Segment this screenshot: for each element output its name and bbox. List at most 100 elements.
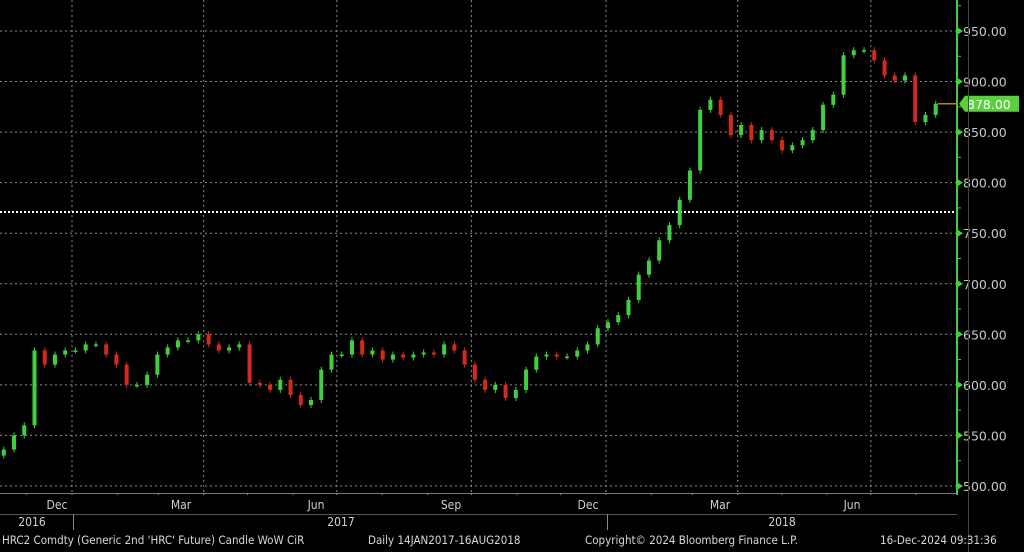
y-tick-label: 650.00 [963, 327, 1007, 342]
y-tick-marker [957, 27, 963, 35]
candle-body [329, 354, 334, 370]
candle-body [698, 109, 703, 171]
candle-body [554, 354, 559, 357]
y-tick-marker [957, 178, 963, 187]
candle-body [339, 354, 344, 357]
candle-body [708, 99, 713, 110]
y-tick-marker [957, 380, 963, 389]
candle-body [882, 60, 887, 76]
x-tick-label: Dec [577, 498, 599, 512]
candle-body [862, 50, 867, 52]
candle-body [872, 50, 877, 61]
candle-body [370, 350, 375, 355]
candle-body [534, 356, 539, 370]
y-tick-label: 750.00 [963, 226, 1007, 241]
candle-body [93, 344, 98, 346]
candle-body [83, 344, 88, 351]
footer: HRC2 Comdty (Generic 2nd 'HRC' Future) C… [0, 532, 1024, 550]
candle-body [52, 354, 57, 365]
candle-body [728, 114, 733, 136]
x-tick-label: Jun [307, 498, 325, 512]
candle-body [12, 435, 17, 450]
candle-body [442, 344, 447, 355]
candle-body [145, 374, 150, 385]
candle-body [124, 364, 129, 385]
candle-body [831, 94, 836, 105]
y-tick-marker [957, 279, 963, 288]
year-separator [607, 514, 608, 530]
candle-body [390, 354, 395, 360]
price-chart: 950.00 900.00 850.00 800.00 750.00 700.00 650.… [0, 0, 1019, 495]
candle-body [42, 350, 47, 365]
candle-body [483, 379, 488, 390]
candle-body [319, 369, 324, 401]
y-tick-marker [957, 77, 963, 86]
candle-body [298, 394, 303, 406]
candle-body [513, 389, 518, 398]
candle-body [892, 75, 897, 81]
y-tick-marker [957, 128, 963, 137]
candle-body [780, 140, 785, 151]
y-tick-label: 950.00 [963, 24, 1007, 39]
candle-body [810, 130, 815, 141]
y-tick-label: 900.00 [963, 75, 1007, 90]
y-tick-label: 700.00 [963, 277, 1007, 292]
y-tick-marker [957, 481, 963, 490]
candle-body [524, 369, 529, 390]
candle-body [626, 299, 631, 316]
candle-body [134, 384, 139, 387]
right-border [968, 0, 969, 552]
y-tick-marker [957, 229, 963, 238]
y-tick-label: 800.00 [963, 176, 1007, 191]
candle-body [175, 340, 180, 348]
candle-body [32, 350, 37, 426]
candle-body [472, 364, 477, 380]
candle-body [575, 350, 580, 357]
x-axis-divider [0, 514, 957, 515]
candle-body [933, 103, 938, 115]
candle-body [63, 350, 68, 355]
year-label: 2016 [18, 515, 46, 529]
y-tick-label: 550.00 [963, 428, 1007, 443]
candle-body [687, 170, 692, 200]
candle-body [759, 130, 764, 141]
y-tick-label: 500.00 [963, 479, 1007, 494]
x-tick-label: Dec [46, 498, 68, 512]
candle-body [401, 354, 406, 358]
candle-body [452, 344, 457, 351]
candle-body [349, 340, 354, 355]
candle-body [565, 356, 570, 359]
candle-body [22, 425, 27, 436]
candle-body [800, 140, 805, 146]
candle-body [503, 384, 508, 398]
last-price-badge [959, 95, 1019, 112]
candle-body [309, 400, 314, 406]
candle-body [237, 344, 242, 348]
candle-body [718, 99, 723, 115]
candle-body [646, 260, 651, 275]
candle-body [206, 334, 211, 345]
y-tick-marker [957, 431, 963, 440]
x-tick-label: Sep [440, 498, 462, 512]
candle-body [216, 344, 221, 351]
candle-body [636, 274, 641, 300]
candle-body [913, 75, 918, 122]
candle-body [186, 340, 191, 342]
candle-body [821, 104, 826, 131]
candle-body [657, 240, 662, 261]
candle-body [196, 334, 201, 341]
candle-body [462, 350, 467, 365]
candle-body [493, 384, 498, 390]
x-axis-line [0, 493, 957, 494]
candle-body [380, 350, 385, 360]
x-tick-label: Jun [843, 498, 861, 512]
candle-body [104, 344, 109, 355]
copyright: Copyright© 2024 Bloomberg Finance L.P. [585, 533, 798, 547]
period-description: Daily 14JAN2017-16AUG2018 [368, 533, 521, 547]
candle-body [585, 344, 590, 351]
candle-body [165, 347, 170, 355]
candle-body [544, 354, 549, 357]
candle-body [247, 344, 252, 383]
candle-body [606, 322, 610, 329]
candle-body [268, 384, 273, 390]
